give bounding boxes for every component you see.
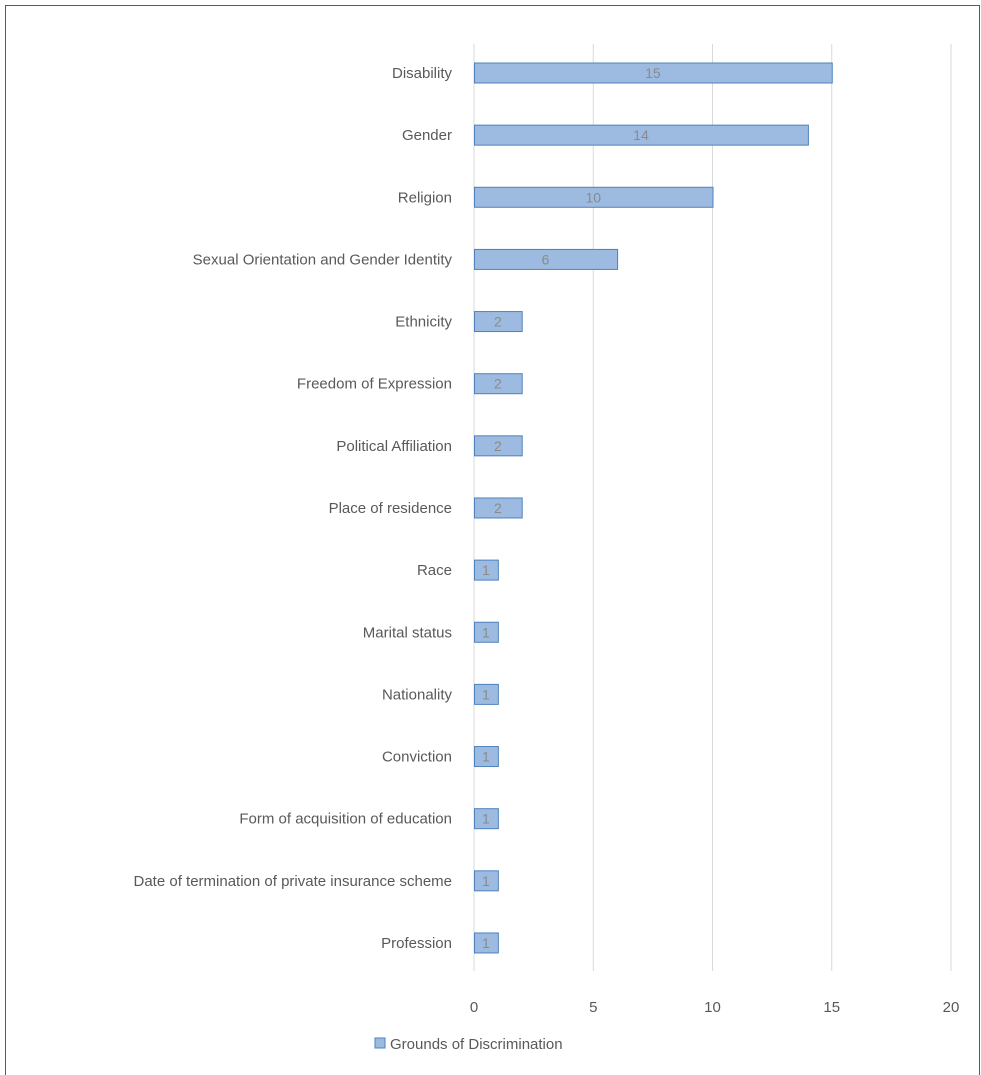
bar [474,248,619,270]
category-label: Marital status [363,624,452,641]
x-tick-label: 0 [470,999,478,1016]
bar [474,621,499,643]
bar-value-label: 1 [482,873,490,889]
bar-value-label: 10 [585,189,601,205]
x-tick-label: 20 [943,999,960,1016]
bar-value-label: 1 [482,749,490,765]
category-label: Religion [398,189,452,206]
legend: Grounds of Discrimination [374,1036,563,1053]
category-label: Freedom of Expression [297,376,452,393]
category-label: Conviction [382,749,452,766]
x-tick-label: 15 [823,999,840,1016]
x-axis-ticks: 0 5 10 15 20 [470,999,960,1016]
bar [474,62,833,84]
bar [474,186,714,208]
category-labels: Disability Gender Religion Sexual Orientati… [134,65,453,952]
bar-value-label: 2 [494,314,502,330]
bar [474,311,523,333]
bar [474,746,499,768]
bar-value-label: 2 [494,500,502,516]
bar [474,683,499,705]
bar-value-label: 1 [482,935,490,951]
bar [474,373,523,395]
bar [474,870,499,892]
x-tick-label: 10 [704,999,721,1016]
bar-value-label: 2 [494,438,502,454]
bar [474,808,499,830]
bar-value-label: 1 [482,624,490,640]
grid-lines [473,44,952,971]
category-label: Nationality [382,686,453,703]
category-label: Sexual Orientation and Gender Identity [193,251,453,268]
category-label: Political Affiliation [336,438,452,455]
bar [474,497,523,519]
category-label: Ethnicity [395,314,452,331]
bar-chart: 15 14 10 6 2 2 2 2 1 1 1 1 1 1 1 Disability Gender Relig… [134,44,960,1053]
bar-value-label: 15 [645,65,661,81]
bar-value-label: 1 [482,562,490,578]
category-label: Profession [381,935,452,952]
category-label: Race [417,562,452,579]
category-label: Gender [402,127,452,144]
category-label: Place of residence [329,500,452,517]
bar-value-label: 1 [482,811,490,827]
bar-value-label: 6 [542,251,550,267]
bar [474,124,809,146]
bar-value-label: 2 [494,376,502,392]
bar [474,435,523,457]
bar-value-label: 14 [633,127,649,143]
bar-value-label: 1 [482,686,490,702]
bar [474,932,499,954]
bars: 15 14 10 6 2 2 2 2 1 1 1 1 1 1 1 [474,62,833,954]
category-label: Disability [392,65,453,82]
x-tick-label: 5 [589,999,597,1016]
legend-swatch [374,1037,386,1049]
bar [474,559,499,581]
category-label: Form of acquisition of education [239,811,452,828]
legend-label: Grounds of Discrimination [390,1036,563,1053]
chart-frame: 15 14 10 6 2 2 2 2 1 1 1 1 1 1 1 Disability Gender Relig… [5,5,980,1075]
category-label: Date of termination of private insurance… [134,873,453,890]
